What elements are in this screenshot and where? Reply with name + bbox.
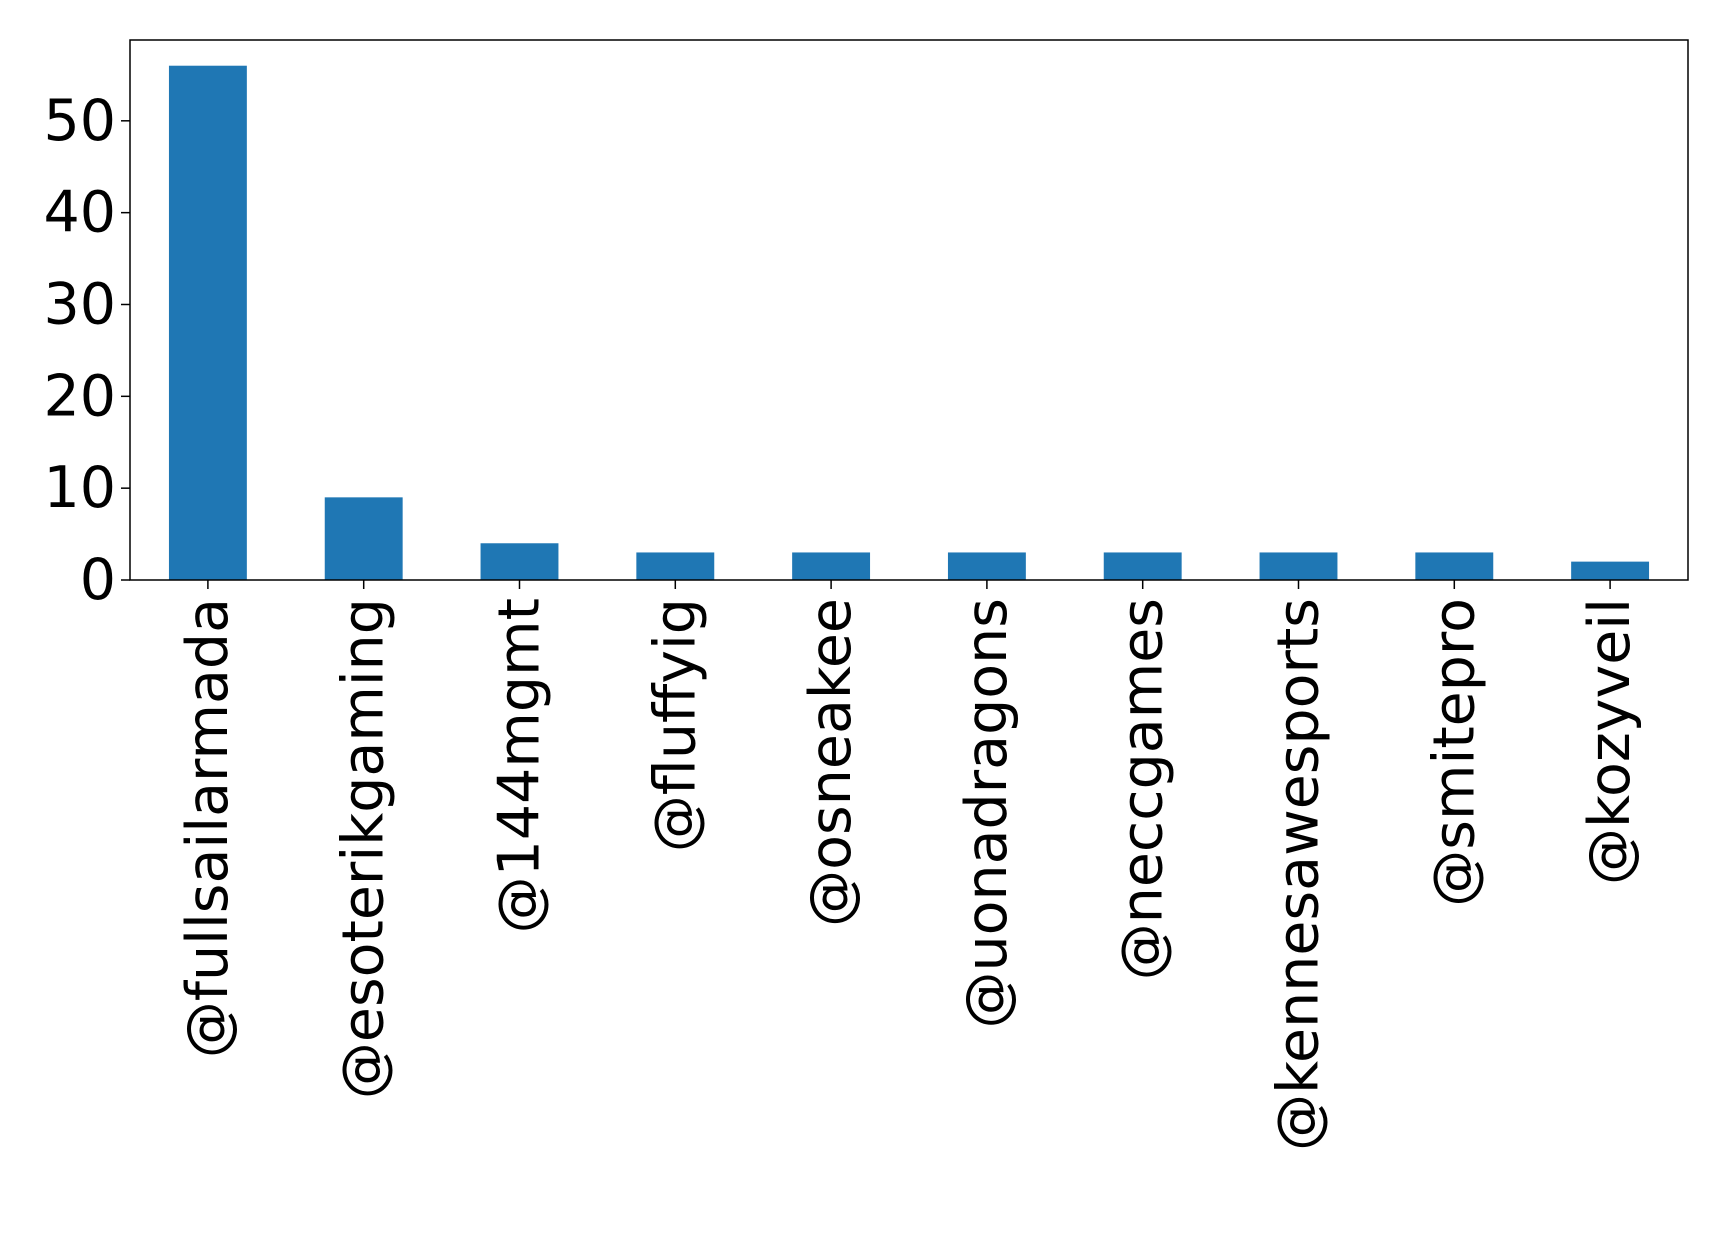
bar-osneakee [792, 552, 871, 580]
x-tick-label-fullsailarmada: @fullsailarmada [175, 598, 241, 1058]
bar-kozyveil [1571, 561, 1650, 580]
bar-neccgames [1103, 552, 1182, 580]
y-tick-label-40: 40 [43, 180, 116, 246]
bar-144mgmt [480, 543, 559, 580]
x-tick-label-kennesawesports: @kennesawesports [1266, 598, 1332, 1151]
x-tick-label-esoterikgaming: @esoterikgaming [331, 598, 397, 1099]
bar-smitepro [1415, 552, 1494, 580]
y-tick-label-30: 30 [43, 271, 116, 337]
x-tick-label-osneakee: @osneakee [798, 598, 864, 927]
y-tick-label-10: 10 [43, 455, 116, 521]
bar-kennesawesports [1259, 552, 1338, 580]
x-tick-label-fluffyig: @fluffyig [642, 598, 708, 852]
x-axis: @fullsailarmada @esoterikgaming @144mgmt @f… [175, 580, 1643, 1151]
x-tick-label-neccgames: @neccgames [1110, 598, 1176, 980]
bar-fullsailarmada [168, 65, 247, 580]
bars-group [168, 65, 1650, 580]
x-tick-label-144mgmt: @144mgmt [487, 598, 553, 933]
bar-esoterikgaming [324, 497, 403, 580]
y-tick-label-0: 0 [80, 547, 116, 613]
x-tick-label-uonadragons: @uonadragons [954, 598, 1020, 1028]
y-tick-label-20: 20 [43, 363, 116, 429]
plot-frame [129, 39, 1689, 581]
x-tick-label-kozyveil: @kozyveil [1577, 598, 1643, 885]
bar-fluffyig [636, 552, 715, 580]
bar-uonadragons [947, 552, 1026, 580]
y-tick-label-50: 50 [43, 88, 116, 154]
y-axis: 0 10 20 30 40 50 [43, 88, 130, 613]
x-tick-label-smitepro: @smitepro [1421, 598, 1487, 907]
